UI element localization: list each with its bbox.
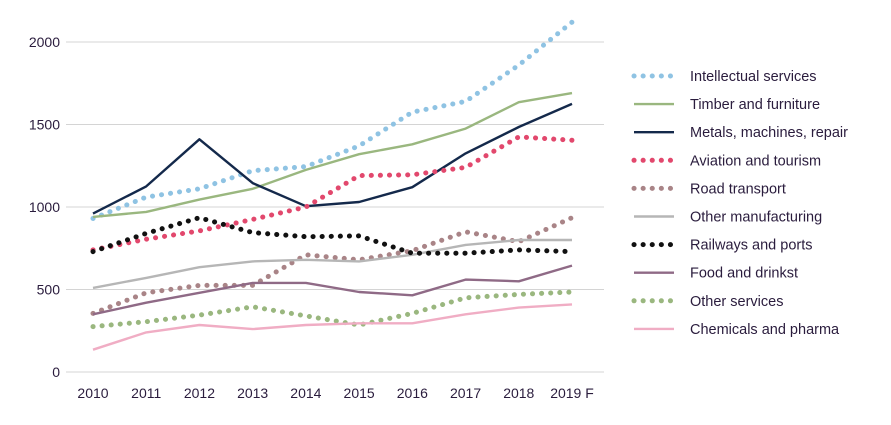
x-tick-label: 2017 (450, 385, 481, 401)
x-tick-label: 2014 (290, 385, 321, 401)
x-tick-label: 2016 (397, 385, 428, 401)
x-tick-label: 2010 (77, 385, 108, 401)
series-line-railways-and-ports (90, 215, 575, 256)
series-line-timber-and-furniture (92, 91, 573, 219)
legend-label-road-transport: Road transport (690, 181, 786, 197)
legend: Intellectual services Timber and furnitur… (631, 69, 848, 338)
series-line-other-services (90, 289, 575, 330)
series-lines (90, 19, 575, 351)
series-line-road-transport (90, 215, 575, 316)
x-tick-label: 2015 (344, 385, 375, 401)
x-axis-ticks: 2010 2011 2012 2013 2014 2015 2016 2017 2018 2019… (77, 385, 593, 401)
legend-label-food-and-drinkst: Food and drinkst (690, 266, 798, 282)
legend-label-intellectual-services: Intellectual services (690, 69, 817, 85)
x-tick-label: 2019 F (550, 385, 594, 401)
y-tick-label: 1500 (29, 117, 60, 133)
x-tick-label: 2011 (131, 385, 161, 401)
y-tick-label: 1000 (29, 199, 60, 215)
legend-label-timber-and-furniture: Timber and furniture (690, 97, 820, 113)
legend-label-metals-machines-repair: Metals, machines, repair (690, 125, 848, 141)
legend-label-other-manufacturing: Other manufacturing (690, 210, 822, 226)
x-tick-label: 2018 (503, 385, 534, 401)
series-line-intellectual-services (90, 19, 575, 221)
y-tick-label: 0 (52, 364, 60, 380)
series-line-food-and-drinkst (92, 264, 573, 316)
series-line-other-manufacturing (92, 238, 572, 290)
y-axis-ticks: 0 500 1000 1500 2000 (29, 34, 60, 380)
series-line-chemicals-and-pharma (92, 303, 573, 351)
y-tick-label: 500 (37, 282, 61, 298)
gridlines (66, 41, 604, 373)
x-tick-label: 2013 (237, 385, 268, 401)
legend-label-other-services: Other services (690, 294, 783, 310)
legend-label-railways-and-ports: Railways and ports (690, 238, 813, 254)
y-tick-label: 2000 (29, 34, 60, 50)
legend-label-chemicals-and-pharma: Chemicals and pharma (690, 322, 840, 338)
x-tick-label: 2012 (184, 385, 215, 401)
series-line-aviation-and-tourism (90, 134, 575, 253)
series-line-metals-machines-repair (92, 102, 573, 215)
legend-label-aviation-and-tourism: Aviation and tourism (690, 153, 821, 169)
